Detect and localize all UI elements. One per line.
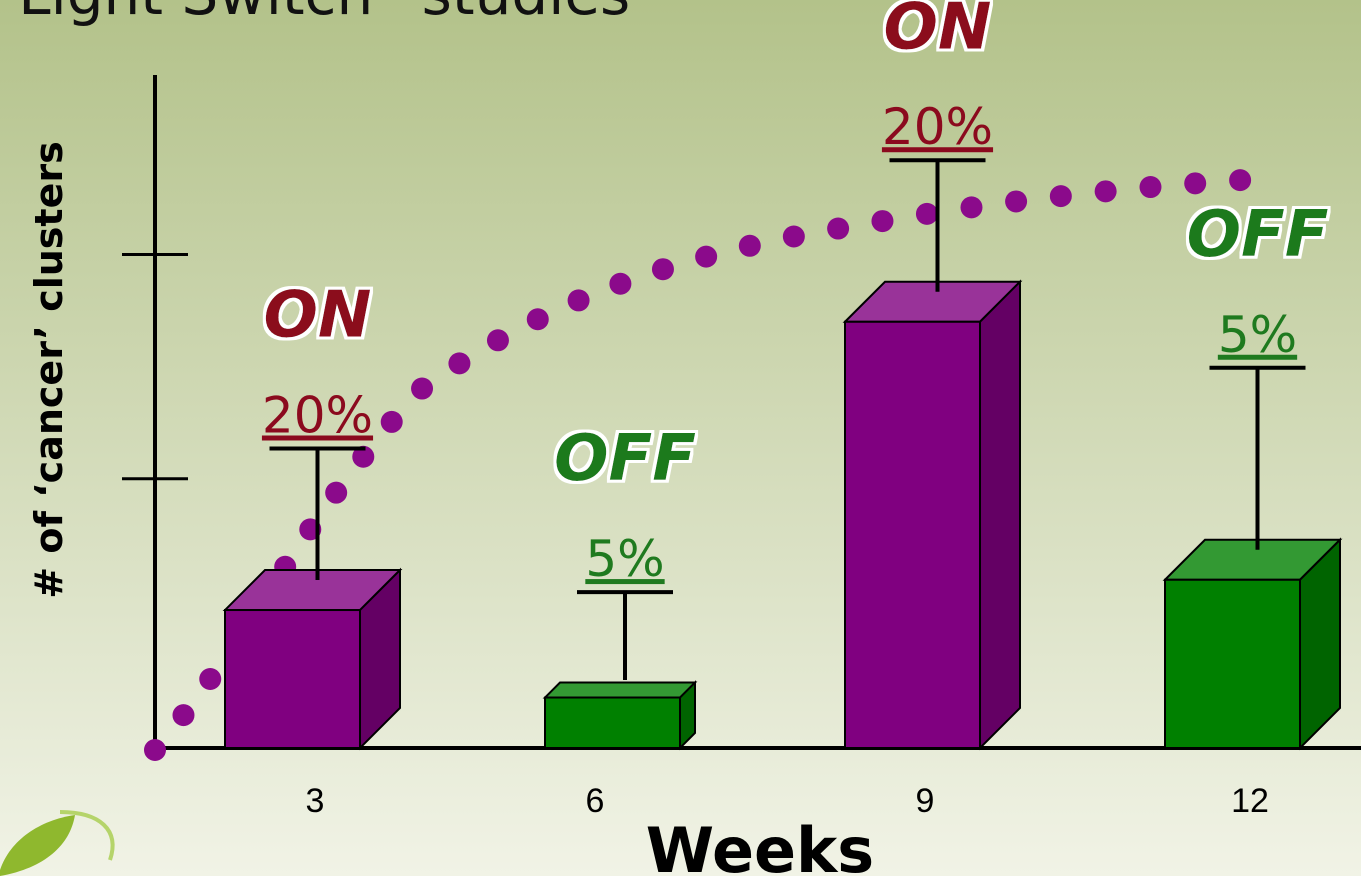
bar: [1164, 578, 1301, 749]
bar: [844, 320, 981, 749]
y-axis-title: # of ‘cancer’ clusters: [27, 141, 71, 598]
x-axis-title: Weeks: [646, 814, 874, 876]
trend-dots: [144, 167, 1286, 761]
bar-top: [542, 681, 698, 699]
percent-label: 20%: [262, 387, 373, 445]
state-label: ON: [264, 279, 372, 353]
bar: [544, 696, 681, 750]
bar-side: [979, 279, 1021, 751]
state-label: OFF: [554, 422, 696, 496]
percent-label: 5%: [1218, 306, 1297, 364]
bar: [224, 609, 361, 749]
state-label: ON: [884, 0, 992, 64]
percent-label: 20%: [882, 98, 993, 156]
state-label: OFF: [1187, 198, 1329, 272]
x-tick-label: 9: [916, 782, 935, 820]
logo: [0, 810, 115, 876]
x-tick-label: 3: [306, 782, 325, 820]
slide-title: “Light Switch” studies: [0, 0, 630, 28]
x-tick-label: 6: [586, 782, 605, 820]
x-tick-label: 12: [1231, 782, 1269, 820]
percent-label: 5%: [585, 530, 664, 588]
